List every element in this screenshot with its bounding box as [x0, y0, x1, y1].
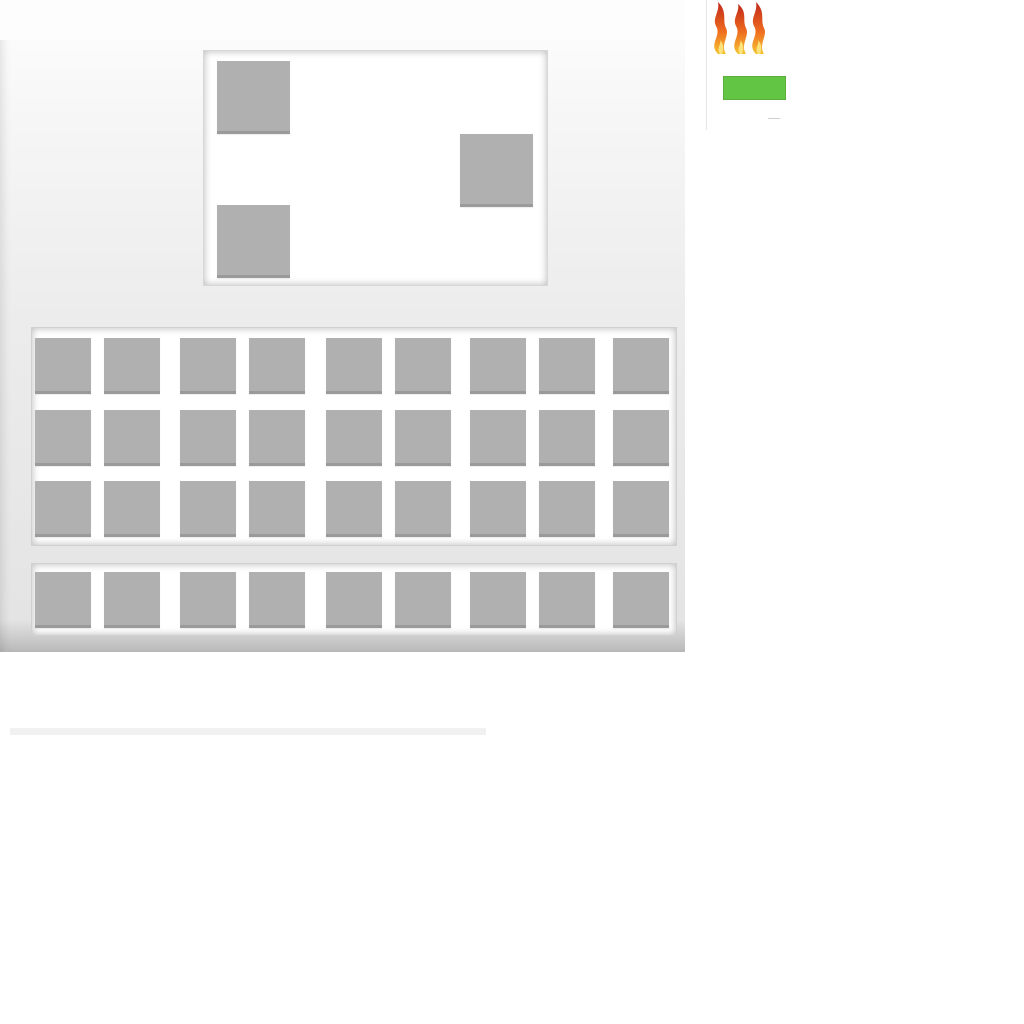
inventory-slot[interactable]	[180, 338, 236, 394]
inventory-slot[interactable]	[539, 338, 595, 394]
divider-tick	[768, 118, 780, 119]
health-bar-fill	[724, 77, 785, 99]
crafting-slot[interactable]	[217, 205, 290, 278]
inventory-slot[interactable]	[249, 410, 305, 466]
hotbar-slot[interactable]	[326, 572, 382, 628]
crafting-slot[interactable]	[217, 61, 290, 134]
inventory-slot[interactable]	[249, 338, 305, 394]
hotbar-slot[interactable]	[35, 572, 91, 628]
inventory-slot[interactable]	[613, 481, 669, 537]
inventory-slot[interactable]	[180, 481, 236, 537]
hotbar-slot[interactable]	[613, 572, 669, 628]
status-line	[10, 728, 486, 735]
inventory-slot[interactable]	[249, 481, 305, 537]
inventory-slot[interactable]	[35, 338, 91, 394]
inventory-slot[interactable]	[470, 481, 526, 537]
inventory-slot[interactable]	[326, 338, 382, 394]
inventory-panel	[0, 0, 685, 652]
inventory-slot[interactable]	[470, 410, 526, 466]
hotbar-slot[interactable]	[470, 572, 526, 628]
inventory-slot[interactable]	[326, 410, 382, 466]
fire-icon	[714, 2, 765, 54]
hotbar-slot[interactable]	[395, 572, 451, 628]
hotbar-slot[interactable]	[180, 572, 236, 628]
panel-header	[0, 0, 685, 40]
inventory-slot[interactable]	[326, 481, 382, 537]
inventory-grid	[31, 327, 677, 546]
inventory-slot[interactable]	[180, 410, 236, 466]
inventory-slot[interactable]	[35, 410, 91, 466]
inventory-slot[interactable]	[470, 338, 526, 394]
side-divider	[706, 0, 707, 130]
crafting-area	[203, 50, 548, 286]
inventory-slot[interactable]	[35, 481, 91, 537]
hotbar-grid	[31, 563, 677, 636]
crafting-result-slot[interactable]	[460, 134, 533, 207]
inventory-slot[interactable]	[395, 410, 451, 466]
inventory-slot[interactable]	[395, 481, 451, 537]
inventory-slot[interactable]	[104, 481, 160, 537]
health-bar	[723, 76, 786, 100]
inventory-slot[interactable]	[539, 410, 595, 466]
hotbar-slot[interactable]	[104, 572, 160, 628]
inventory-slot[interactable]	[395, 338, 451, 394]
inventory-slot[interactable]	[613, 410, 669, 466]
inventory-slot[interactable]	[104, 410, 160, 466]
inventory-slot[interactable]	[613, 338, 669, 394]
inventory-slot[interactable]	[539, 481, 595, 537]
hotbar-slot[interactable]	[539, 572, 595, 628]
hotbar-slot[interactable]	[249, 572, 305, 628]
inventory-slot[interactable]	[104, 338, 160, 394]
